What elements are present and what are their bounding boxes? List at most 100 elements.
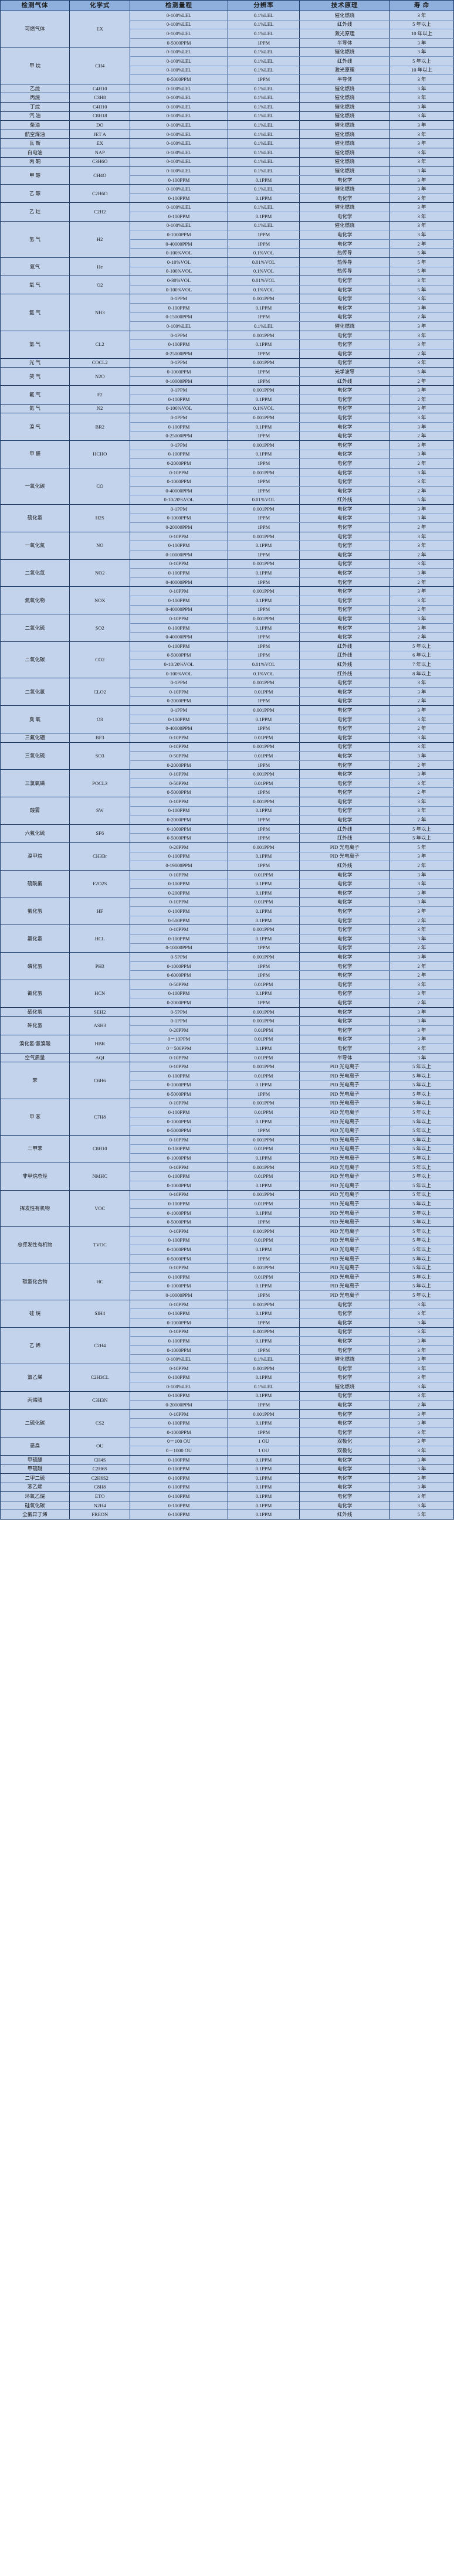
cell-resolution: 0.1PPM — [227, 1116, 300, 1127]
cell-detection-range: 0-100PPM — [130, 1473, 228, 1483]
cell-lifetime: 3 年 — [389, 531, 454, 542]
table-row: 0-100PPM 0.1PPM 电化学 3 年 — [1, 193, 454, 203]
table-row: 溴 气 BR2 0-1PPM 0.001PPM 电化学 3 年 — [0, 413, 454, 441]
table-row: 0-100PPM 0.1PPM 电化学 3 年 — [1, 988, 454, 999]
cell-technology-principle: 电化学 — [299, 1409, 391, 1419]
cell-technology-principle: PID 光电离子 — [299, 1290, 391, 1300]
cell-technology-principle: 电化学 — [299, 1482, 391, 1493]
cell-lifetime: 3 年 — [389, 422, 454, 432]
cell-technology-principle: PID 光电离子 — [299, 1089, 391, 1099]
cell-chemical-formula: JET A — [69, 129, 131, 140]
cell-resolution: 0.001PPM — [227, 294, 300, 304]
cell-chemical-formula: HC — [69, 1263, 131, 1300]
table-row: 甲 苯 C7H8 0-10PPM 0.001PPM PID 光电离子 5 年以上 — [0, 1098, 454, 1136]
cell-gas-name: 柴油 — [0, 120, 70, 130]
cell-technology-principle: 双极化 — [299, 1436, 391, 1447]
cell-detection-range: 0-5000PPM — [130, 38, 228, 48]
cell-gas-name: 空气质量 — [0, 1052, 70, 1063]
cell-resolution: 0.1%LEL — [227, 138, 300, 148]
cell-lifetime: 3 年 — [389, 413, 454, 423]
cell-detection-range: 0-100PPM — [130, 1199, 228, 1209]
cell-resolution: 0.1PPM — [227, 1482, 300, 1493]
cell-detection-range: 0-100%VOL — [130, 284, 228, 295]
cell-resolution: 0.1%LEL — [227, 93, 300, 103]
cell-detection-range: 0-1000PPM — [130, 824, 228, 834]
column-header-gas: 检测气体 — [0, 0, 70, 11]
cell-resolution: 0.001PPM — [227, 1007, 300, 1017]
cell-resolution: 0.1%LEL — [227, 147, 300, 158]
cell-detection-range: 0-100PPM — [130, 879, 228, 889]
cell-lifetime: 3 年 — [389, 202, 454, 213]
cell-resolution: 0.1%LEL — [227, 47, 300, 57]
cell-detection-range: 0-10PPM — [130, 531, 228, 542]
cell-detection-range: 0-100PPM — [130, 623, 228, 633]
cell-resolution: 0.1%LEL — [227, 120, 300, 130]
cell-technology-principle: 催化燃烧 — [299, 220, 391, 231]
table-row: 0-2000PPM 1PPM 电化学 2 年 — [1, 458, 454, 468]
cell-lifetime: 2 年 — [389, 961, 454, 971]
cell-gas-name: 乙烷 — [0, 83, 70, 94]
cell-detection-range: 0-100PPM — [130, 339, 228, 349]
cell-technology-principle: 光学波导 — [299, 367, 391, 377]
cell-lifetime: 3 年 — [389, 1327, 454, 1337]
table-row: 乙 醇 C2H6O 0-100%LEL 0.1%LEL 催化燃烧 3 年 — [0, 184, 454, 203]
cell-chemical-formula: HCHO — [69, 440, 131, 468]
table-row: 溴甲烷 CH3Br 0-20PPM 0.001PPM PID 光电离子 5 年 — [0, 842, 454, 871]
cell-detection-range: 0-100PPM — [130, 596, 228, 606]
cell-gas-name: 溴 气 — [0, 413, 70, 441]
cell-technology-principle: 电化学 — [299, 815, 391, 825]
cell-technology-principle: 电化学 — [299, 339, 391, 349]
cell-lifetime: 5 年以上 — [389, 824, 454, 834]
cell-technology-principle: 电化学 — [299, 806, 391, 816]
cell-technology-principle: 电化学 — [299, 1418, 391, 1429]
cell-technology-principle: 电化学 — [299, 284, 391, 295]
cell-detection-range: 0-5000PPM — [130, 787, 228, 798]
cell-detection-range: 0-10PPM — [130, 1299, 228, 1310]
cell-resolution: 0.01PPM — [227, 732, 300, 743]
cell-lifetime: 3 年 — [389, 1428, 454, 1437]
cell-lifetime: 3 年 — [389, 11, 454, 21]
cell-detection-range: 0-100PPM — [130, 933, 228, 944]
cell-technology-principle: 催化燃烧 — [299, 83, 391, 94]
cell-lifetime: 3 年 — [389, 988, 454, 999]
cell-gas-name: 氯化氢 — [0, 925, 70, 953]
table-row: 0-100PPM 0.1PPM 电化学 3 年 — [1, 1309, 454, 1318]
cell-technology-principle: 电化学 — [299, 732, 391, 743]
cell-gas-name: 白电油 — [0, 147, 70, 158]
cell-lifetime: 5 年以上 — [389, 1162, 454, 1173]
cell-lifetime: 3 年 — [389, 504, 454, 514]
cell-detection-range: 0-100%VOL — [130, 248, 228, 259]
cell-resolution: 0.01PPM — [227, 1144, 300, 1154]
table-row: 硫化氢 H2S 0-1PPM 0.001PPM 电化学 3 年 — [0, 504, 454, 532]
cell-lifetime: 3 年 — [389, 1391, 454, 1401]
cell-gas-name: 瓦 斯 — [0, 138, 70, 148]
cell-lifetime: 2 年 — [389, 815, 454, 825]
cell-lifetime: 3 年 — [389, 120, 454, 130]
cell-resolution: 0.001PPM — [227, 1162, 300, 1173]
cell-detection-range: 0-50PPM — [130, 979, 228, 990]
cell-chemical-formula: SO2 — [69, 614, 131, 642]
table-row: 0-100PPM 0.01PPM PID 光电离子 5 年以上 — [1, 1171, 454, 1181]
cell-detection-range: 0-100%LEL — [130, 11, 228, 21]
cell-resolution: 0.1%LEL — [227, 101, 300, 112]
cell-lifetime: 3 年 — [389, 1309, 454, 1318]
cell-detection-range: 0-100PPM — [130, 1510, 228, 1520]
cell-technology-principle: 电化学 — [299, 687, 391, 697]
cell-resolution: 1PPM — [227, 1217, 300, 1227]
cell-lifetime: 3 年 — [389, 1372, 454, 1383]
cell-chemical-formula: C3H3N — [69, 1391, 131, 1410]
cell-detection-range: 0-40000PPM — [130, 577, 228, 587]
cell-resolution: 0.001PPM — [227, 440, 300, 450]
cell-technology-principle: 红外线 — [299, 495, 391, 505]
cell-chemical-formula: C2H6S — [69, 1464, 131, 1474]
cell-detection-range: 0-100%LEL — [130, 138, 228, 148]
cell-technology-principle: 催化燃烧 — [299, 1382, 391, 1392]
cell-resolution: 1 OU — [227, 1436, 300, 1447]
cell-chemical-formula: EX — [69, 138, 131, 148]
cell-technology-principle: 电化学 — [299, 1372, 391, 1383]
cell-technology-principle: PID 光电离子 — [299, 1126, 391, 1136]
cell-technology-principle: 电化学 — [299, 1044, 391, 1053]
cell-gas-name: 硫化氢 — [0, 504, 70, 532]
cell-gas-name: 可燃气体 — [0, 10, 70, 48]
cell-detection-range: 0-10PPM — [130, 1162, 228, 1173]
